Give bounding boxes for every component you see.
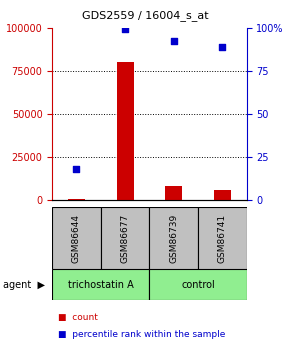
Point — [74, 166, 79, 172]
Point — [171, 39, 176, 44]
Text: agent  ▶: agent ▶ — [3, 280, 45, 289]
Text: GDS2559 / 16004_s_at: GDS2559 / 16004_s_at — [82, 10, 208, 21]
Text: ■  count: ■ count — [58, 313, 98, 322]
FancyBboxPatch shape — [149, 207, 198, 269]
Point — [123, 27, 127, 32]
Text: GSM86644: GSM86644 — [72, 214, 81, 263]
FancyBboxPatch shape — [101, 207, 149, 269]
Bar — [165, 186, 182, 200]
Text: control: control — [181, 280, 215, 289]
Text: GSM86677: GSM86677 — [121, 214, 130, 263]
FancyBboxPatch shape — [198, 207, 246, 269]
FancyBboxPatch shape — [52, 207, 101, 269]
Bar — [214, 190, 231, 200]
Text: GSM86741: GSM86741 — [218, 214, 227, 263]
FancyBboxPatch shape — [149, 269, 246, 300]
Bar — [117, 62, 134, 200]
FancyBboxPatch shape — [52, 269, 149, 300]
Text: GSM86739: GSM86739 — [169, 214, 178, 263]
Bar — [68, 199, 85, 200]
Point — [220, 44, 224, 49]
Text: ■  percentile rank within the sample: ■ percentile rank within the sample — [58, 330, 225, 339]
Text: trichostatin A: trichostatin A — [68, 280, 134, 289]
